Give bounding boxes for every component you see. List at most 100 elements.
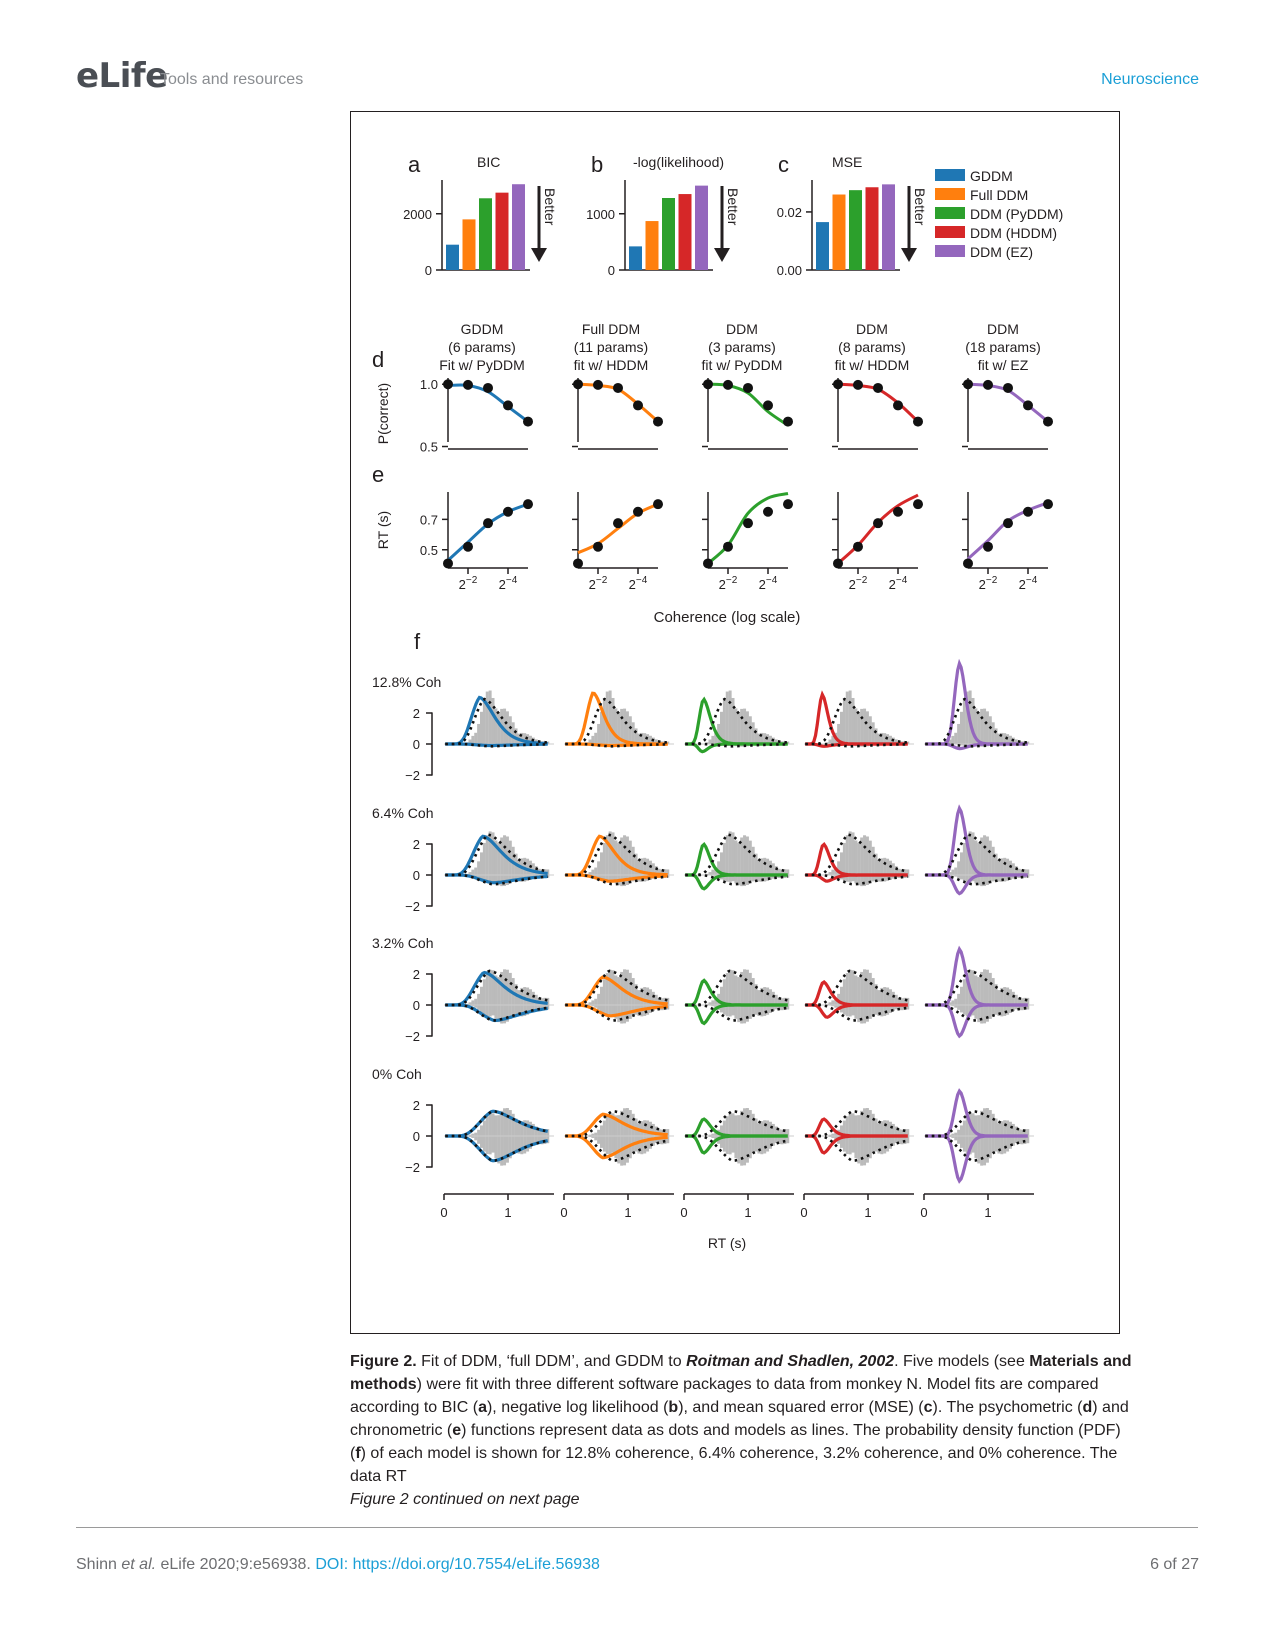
data-histogram-bin	[494, 1005, 498, 1019]
data-histogram-bin	[611, 697, 615, 744]
data-histogram-bin	[594, 1132, 598, 1136]
data-histogram-bin	[854, 1005, 858, 1019]
data-histogram-bin	[780, 998, 784, 1005]
data-histogram-bin	[1023, 997, 1027, 1005]
data-histogram-bin	[868, 840, 872, 875]
data-point	[653, 416, 663, 427]
data-histogram-bin	[954, 1132, 958, 1136]
methods-link[interactable]: Materials and methods	[350, 1353, 1132, 1393]
data-histogram-bin	[611, 1005, 615, 1016]
data-point	[463, 379, 473, 390]
data-histogram-bin	[745, 875, 749, 886]
doi-link[interactable]: DOI: https://doi.org/10.7554/eLife.56938	[315, 1556, 600, 1573]
data-pdf-correct	[445, 1109, 548, 1138]
data-histogram-bin	[657, 1136, 661, 1144]
panel-title-b: -log(likelihood)	[633, 154, 724, 170]
data-histogram-bin	[757, 1136, 761, 1154]
data-histogram-bin	[534, 1005, 538, 1010]
data-histogram-bin	[620, 708, 624, 744]
reference-link[interactable]: Roitman and Shadlen, 2002	[686, 1353, 895, 1370]
data-histogram-bin	[886, 1005, 890, 1015]
model-pdf-correct	[445, 695, 548, 746]
data-histogram-bin	[871, 978, 875, 1005]
data-histogram-bin	[640, 732, 644, 744]
data-histogram-bin	[991, 1113, 995, 1136]
data-histogram-bin	[625, 1108, 629, 1136]
data-histogram-bin	[654, 1126, 658, 1136]
data-histogram-bin	[983, 1136, 987, 1166]
data-histogram-bin	[625, 1136, 629, 1163]
data-histogram-bin	[491, 1005, 495, 1016]
data-histogram-bin	[611, 832, 615, 875]
legend-entry: DDM (EZ)	[970, 244, 1033, 260]
data-pdf-error	[685, 1134, 788, 1163]
data-histogram-bin	[485, 1136, 489, 1155]
data-histogram-bin	[766, 1005, 770, 1015]
data-histogram-bin	[526, 1136, 530, 1152]
pdf-1-model-3	[804, 831, 914, 887]
data-histogram-bin	[651, 863, 655, 875]
data-histogram-bin	[857, 1005, 861, 1023]
data-histogram-bin	[643, 1120, 647, 1136]
bar-c-4	[882, 184, 895, 270]
data-histogram-bin	[831, 1136, 835, 1138]
data-histogram-bin	[891, 991, 895, 1005]
data-point	[463, 541, 473, 552]
data-histogram-bin	[763, 1005, 767, 1016]
data-histogram-bin	[517, 1005, 521, 1016]
data-histogram-bin	[957, 1005, 961, 1010]
data-histogram-bin	[1026, 1136, 1030, 1144]
data-point	[523, 499, 533, 510]
data-histogram-bin	[643, 987, 647, 1005]
data-histogram-bin	[634, 728, 638, 744]
data-pdf-error	[805, 1134, 908, 1163]
data-histogram-bin	[977, 842, 981, 875]
data-histogram-bin	[597, 993, 601, 1005]
data-histogram-bin	[491, 1136, 495, 1153]
data-histogram-bin	[731, 1113, 735, 1136]
data-histogram-bin	[880, 987, 884, 1005]
data-histogram-bin	[983, 1108, 987, 1136]
data-histogram-bin	[614, 1115, 618, 1136]
data-point	[983, 379, 993, 390]
data-histogram-bin	[594, 732, 598, 744]
data-histogram-bin	[988, 1110, 992, 1136]
data-histogram-bin	[780, 1129, 784, 1136]
data-histogram-bin	[971, 697, 975, 744]
data-histogram-bin	[777, 997, 781, 1005]
data-histogram-bin	[485, 1116, 489, 1136]
data-histogram-bin	[897, 997, 901, 1005]
data-histogram-bin	[608, 875, 612, 882]
data-histogram-bin	[743, 708, 747, 744]
model-pdf-error	[685, 1003, 788, 1026]
data-pdf-error	[685, 873, 788, 886]
data-histogram-bin	[468, 739, 472, 744]
data-histogram-bin	[734, 1005, 738, 1019]
data-histogram-bin	[646, 1136, 650, 1152]
data-histogram-bin	[471, 1136, 475, 1138]
data-histogram-bin	[734, 1115, 738, 1136]
data-histogram-bin	[643, 857, 647, 875]
data-pdf-correct	[685, 1109, 788, 1138]
data-histogram-bin	[720, 711, 723, 744]
data-histogram-bin	[474, 998, 478, 1005]
data-histogram-bin	[585, 1003, 589, 1005]
data-histogram-bin	[865, 711, 869, 744]
data-histogram-bin	[783, 1129, 787, 1136]
data-pdf-error	[925, 1134, 1028, 1163]
data-histogram-bin	[728, 1005, 732, 1017]
data-histogram-bin	[877, 733, 881, 744]
data-histogram-bin	[651, 991, 655, 1005]
pdf-2-model-1	[564, 969, 674, 1024]
model-column-header: DDM (3 params) fit w/ PyDDM	[702, 321, 783, 373]
model-curve-1	[577, 502, 659, 555]
data-histogram-bin	[648, 1121, 652, 1136]
data-histogram-bin	[863, 708, 867, 744]
data-histogram-bin	[731, 970, 735, 1005]
subject-link[interactable]: Neuroscience	[1101, 71, 1199, 88]
data-histogram-bin	[605, 1136, 609, 1155]
data-histogram-bin	[734, 708, 738, 744]
data-histogram-bin	[494, 1115, 498, 1136]
data-histogram-bin	[768, 735, 772, 744]
data-histogram-bin	[666, 997, 670, 1005]
